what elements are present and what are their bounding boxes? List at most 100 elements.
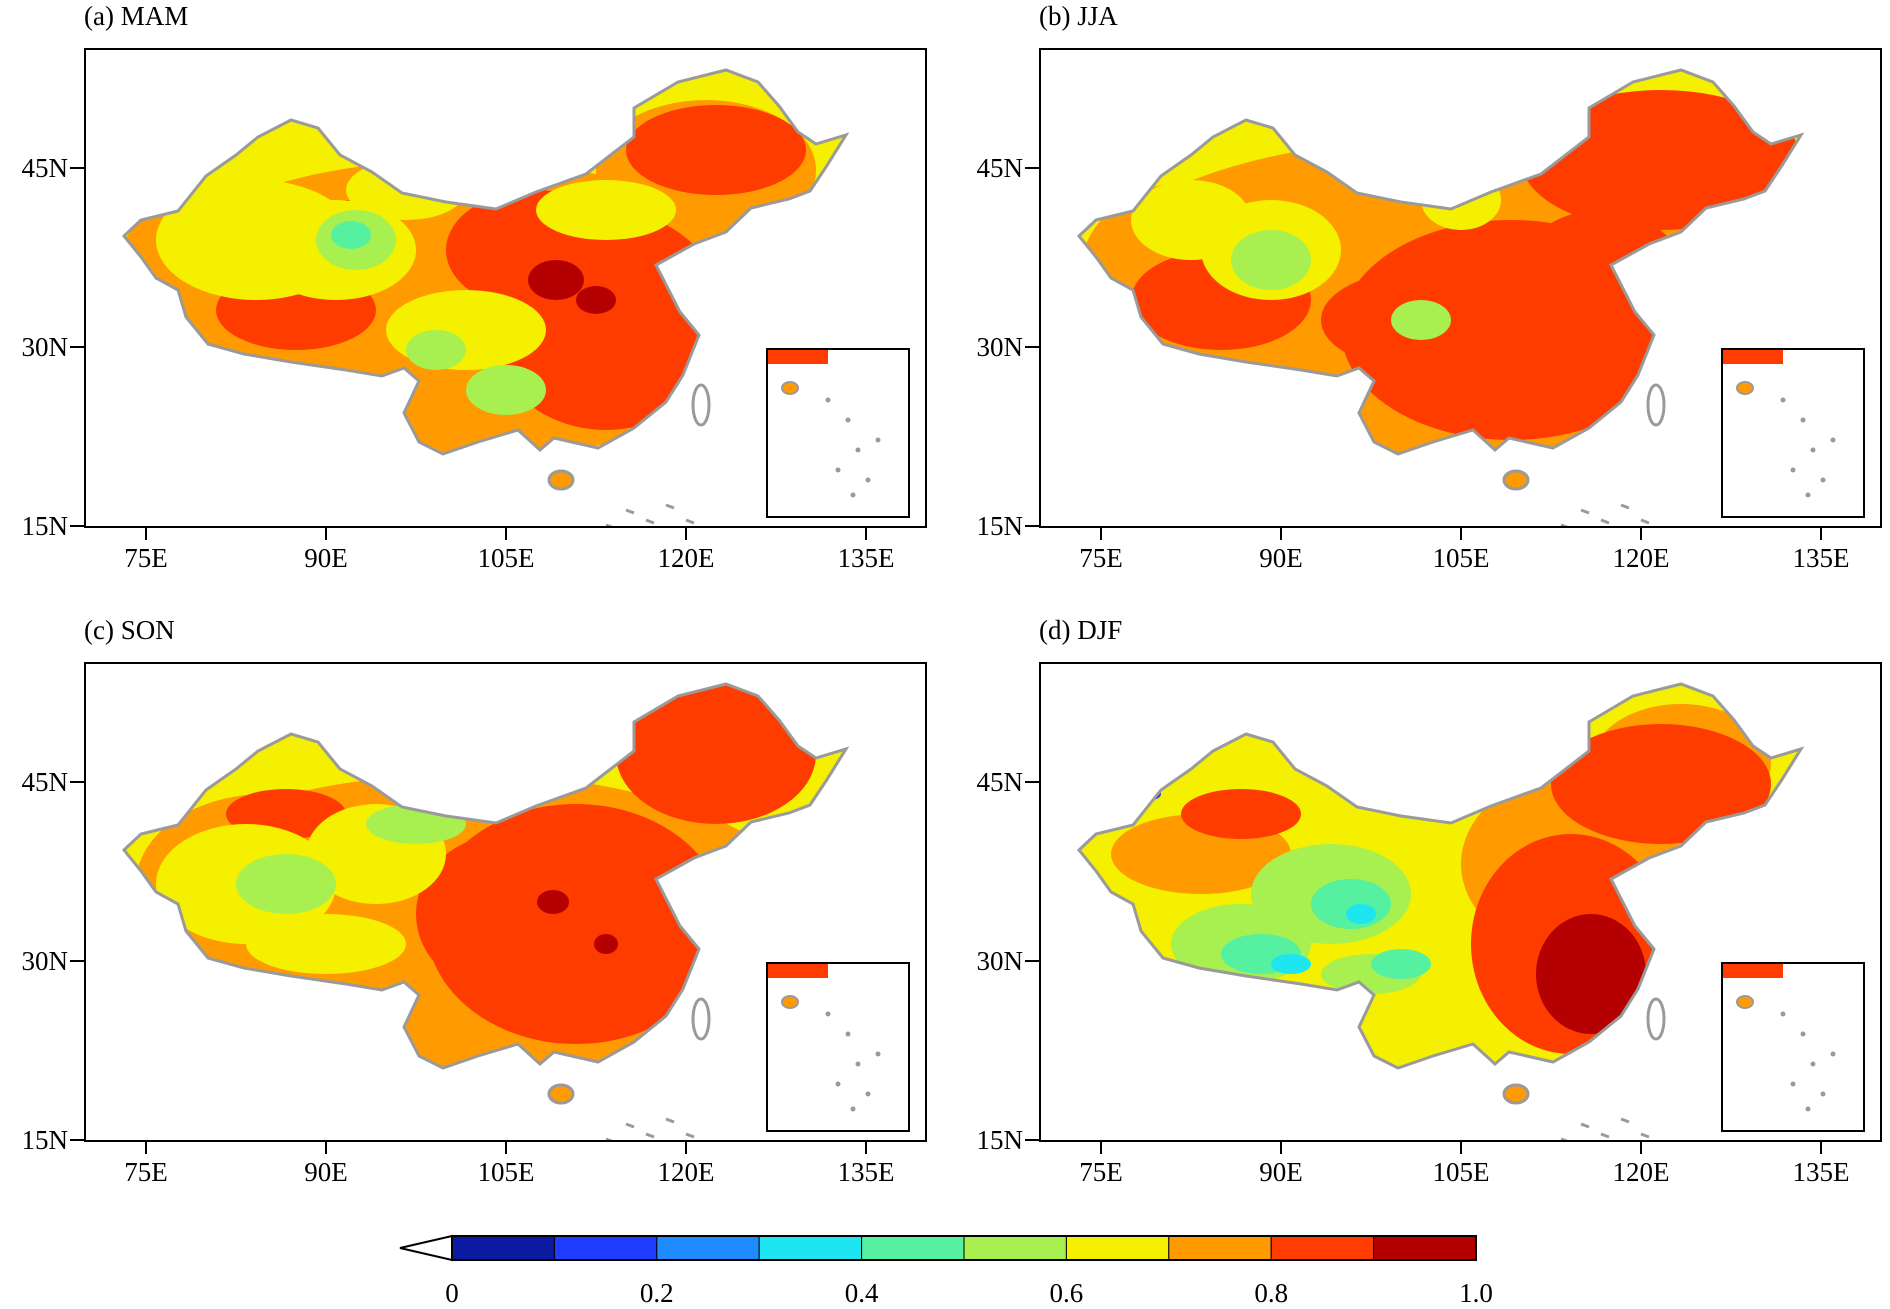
colorbar-label: 0.4 bbox=[844, 1278, 879, 1308]
y-tickmark bbox=[1025, 167, 1039, 169]
y-tickmark bbox=[1025, 960, 1039, 962]
x-tick-label: 105E bbox=[477, 543, 535, 573]
x-tickmark bbox=[1460, 1142, 1462, 1154]
country-border bbox=[121, 68, 850, 456]
colorbar-segment bbox=[1065, 1235, 1170, 1261]
x-tickmark bbox=[145, 1142, 147, 1154]
x-tickmark bbox=[505, 1142, 507, 1154]
x-tickmark bbox=[1280, 528, 1282, 540]
colorbar-segment bbox=[1270, 1235, 1375, 1261]
map-frame bbox=[84, 48, 927, 528]
colorbar-under-triangle bbox=[399, 1234, 453, 1262]
hainan-island bbox=[547, 469, 575, 491]
colorbar-label: 0.2 bbox=[639, 1278, 674, 1308]
shaded-field bbox=[124, 70, 846, 454]
x-tick-label: 105E bbox=[1432, 543, 1490, 573]
x-tickmark bbox=[145, 528, 147, 540]
colorbar-segment bbox=[758, 1235, 863, 1261]
y-tick-label: 30N bbox=[21, 946, 69, 976]
x-tickmark bbox=[865, 1142, 867, 1154]
x-tickmark bbox=[865, 528, 867, 540]
hainan-island bbox=[1502, 1083, 1530, 1105]
map-svg bbox=[1076, 68, 1805, 526]
country-border bbox=[1076, 682, 1805, 1070]
x-tickmark bbox=[1640, 528, 1642, 540]
x-tickmark bbox=[505, 528, 507, 540]
x-tick-label: 75E bbox=[1079, 543, 1123, 573]
y-tick-label: 15N bbox=[976, 1125, 1024, 1155]
y-tick-label: 15N bbox=[976, 511, 1024, 541]
map-svg bbox=[1076, 682, 1805, 1140]
x-tick-label: 90E bbox=[304, 543, 348, 573]
shaded-field bbox=[1079, 70, 1801, 454]
colorbar-label: 0.6 bbox=[1049, 1278, 1084, 1308]
x-tick-label: 135E bbox=[837, 543, 895, 573]
map-panel-son: (c) SON 45N 30N 15N 75E 90E 105E 120E 135E bbox=[0, 614, 945, 1224]
x-tick-label: 135E bbox=[1792, 543, 1850, 573]
colorbar-segment bbox=[451, 1235, 555, 1261]
x-tick-label: 75E bbox=[124, 1157, 168, 1187]
y-tickmark bbox=[70, 1139, 84, 1141]
y-tickmark bbox=[1025, 346, 1039, 348]
map-frame bbox=[1039, 48, 1882, 528]
colorbar-segment bbox=[861, 1235, 965, 1261]
colorbar-label: 0 bbox=[445, 1278, 459, 1308]
y-tickmark bbox=[1025, 525, 1039, 527]
panel-title: (d) DJF bbox=[1039, 615, 1123, 645]
hainan-island bbox=[547, 1083, 575, 1105]
x-tickmark bbox=[325, 528, 327, 540]
colorbar-segment bbox=[553, 1235, 658, 1261]
y-tickmark bbox=[70, 781, 84, 783]
y-tickmark bbox=[1025, 781, 1039, 783]
x-tick-label: 120E bbox=[657, 1157, 715, 1187]
x-tickmark bbox=[685, 528, 687, 540]
x-tick-label: 120E bbox=[657, 543, 715, 573]
shaded-field bbox=[1079, 684, 1801, 1068]
x-tick-label: 135E bbox=[837, 1157, 895, 1187]
x-tickmark bbox=[1280, 1142, 1282, 1154]
map-panel-djf: (d) DJF 45N 30N 15N 75E 90E 105E 120E 135E bbox=[955, 614, 1890, 1224]
colorbar-segment bbox=[1373, 1235, 1477, 1261]
y-tickmark bbox=[70, 167, 84, 169]
south-china-sea-inset bbox=[766, 348, 910, 518]
x-tickmark bbox=[1820, 1142, 1822, 1154]
x-tick-label: 75E bbox=[1079, 1157, 1123, 1187]
colorbar-segment bbox=[656, 1235, 760, 1261]
x-tick-label: 135E bbox=[1792, 1157, 1850, 1187]
colorbar-label: 0.8 bbox=[1254, 1278, 1289, 1308]
colorbar-label: 1.0 bbox=[1459, 1278, 1493, 1308]
y-tickmark bbox=[70, 525, 84, 527]
map-frame bbox=[1039, 662, 1882, 1142]
panel-title: (a) MAM bbox=[84, 1, 189, 31]
x-tickmark bbox=[1100, 528, 1102, 540]
country-border bbox=[121, 682, 850, 1070]
y-tickmark bbox=[1025, 1139, 1039, 1141]
x-tick-label: 90E bbox=[304, 1157, 348, 1187]
map-panel-mam: (a) MAM 45N 30N 15N 75E 90E 105E 120E 135E bbox=[0, 0, 945, 610]
x-tick-label: 90E bbox=[1259, 1157, 1303, 1187]
x-tickmark bbox=[1100, 1142, 1102, 1154]
x-tickmark bbox=[1460, 528, 1462, 540]
y-tick-label: 45N bbox=[976, 153, 1024, 183]
colorbar-segment bbox=[1168, 1235, 1272, 1261]
x-tickmark bbox=[325, 1142, 327, 1154]
panel-title: (b) JJA bbox=[1039, 1, 1118, 31]
x-tick-label: 105E bbox=[477, 1157, 535, 1187]
x-tick-label: 120E bbox=[1612, 1157, 1670, 1187]
map-panel-jja: (b) JJA 45N 30N 15N 75E 90E 105E 120E 135E bbox=[955, 0, 1890, 610]
south-china-sea-inset bbox=[766, 962, 910, 1132]
shaded-field bbox=[124, 684, 846, 1068]
y-tick-label: 30N bbox=[976, 946, 1024, 976]
south-china-sea-inset bbox=[1721, 962, 1865, 1132]
map-svg bbox=[121, 682, 850, 1140]
y-tick-label: 15N bbox=[21, 511, 69, 541]
x-tickmark bbox=[685, 1142, 687, 1154]
country-border bbox=[1076, 68, 1805, 456]
y-tick-label: 45N bbox=[21, 767, 69, 797]
x-tick-label: 105E bbox=[1432, 1157, 1490, 1187]
y-tick-label: 45N bbox=[21, 153, 69, 183]
y-tick-label: 30N bbox=[976, 332, 1024, 362]
y-tick-label: 45N bbox=[976, 767, 1024, 797]
y-tick-label: 15N bbox=[21, 1125, 69, 1155]
x-tick-label: 75E bbox=[124, 543, 168, 573]
